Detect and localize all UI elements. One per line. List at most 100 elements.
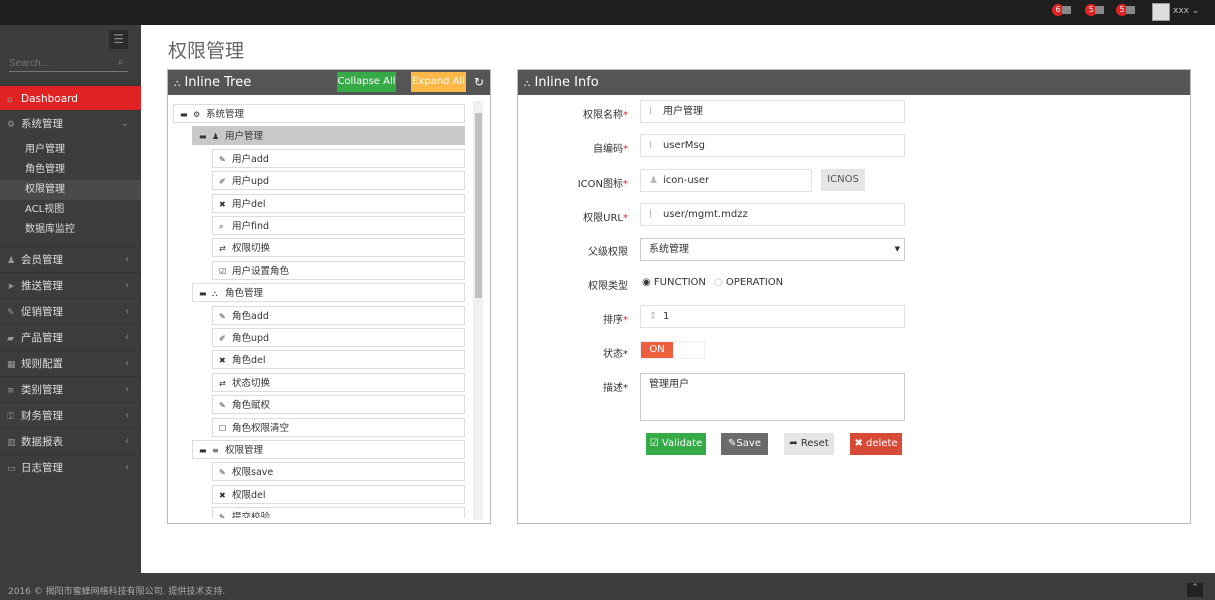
tree-node-label: 角色add	[232, 310, 269, 322]
status-toggle[interactable]: ON	[640, 341, 705, 359]
collapse-all-button[interactable]: Collapse All	[337, 72, 396, 92]
tree-scrollbar[interactable]	[473, 101, 483, 520]
sidebar-item[interactable]: ▥ 数据报表 ‹	[0, 428, 141, 454]
collapse-toggle-icon[interactable]: ▬	[199, 132, 207, 142]
tree-node[interactable]: ▬ ⛬ 角色管理	[192, 283, 465, 303]
pencil-icon: ✎	[219, 311, 226, 321]
tree-node-label: 权限save	[232, 467, 274, 479]
check-icon: ☑	[649, 438, 659, 449]
pencil-icon: ✎	[219, 468, 226, 478]
expand-all-button[interactable]: Expand All	[411, 72, 466, 92]
table-icon: ▦	[7, 360, 16, 370]
user-menu[interactable]: xxx ⌄	[1173, 6, 1200, 16]
scroll-to-top-button[interactable]: ⌃	[1187, 583, 1203, 597]
tree-node[interactable]: ✐ 用户upd	[212, 171, 465, 191]
times-icon: ✖	[219, 356, 226, 366]
home-icon: ⌂	[7, 95, 13, 105]
search-input[interactable]	[9, 55, 128, 72]
warning-icon[interactable]	[1062, 6, 1071, 14]
icon-field[interactable]: ♟ icon-user	[640, 169, 812, 192]
chevron-left-icon: ‹	[125, 410, 129, 421]
tasks-icon[interactable]	[1126, 6, 1135, 14]
sidebar-item[interactable]: ⚙ 系统管理 ⌄	[0, 110, 141, 136]
chevron-left-icon: ‹	[125, 462, 129, 473]
tree-node[interactable]: ▬ ♟ 用户管理	[192, 126, 465, 146]
tree-node-label: 权限切换	[232, 243, 271, 255]
sidebar-item[interactable]: ⌂ Dashboard	[0, 85, 141, 111]
tree-node[interactable]: ✎ 角色赋权	[212, 395, 465, 415]
order-label: 排序*	[603, 315, 628, 326]
tree-node[interactable]: ⇄ 状态切换	[212, 372, 465, 392]
cogs-icon: ⚙	[193, 110, 201, 119]
order-spinner[interactable]: ⇕ 1	[640, 305, 905, 328]
delete-button[interactable]: ✖ delete	[850, 433, 902, 455]
type-radio-operation[interactable]: ○ OPERATION	[714, 277, 784, 288]
tree-node[interactable]: ⇄ 权限切换	[212, 238, 465, 258]
sitemap-icon: ⛬	[212, 289, 218, 299]
tree-node[interactable]: ✖ 用户del	[212, 193, 465, 213]
refresh-icon[interactable]: ↻	[474, 75, 485, 89]
radio-unchecked-icon: ○	[714, 277, 723, 288]
sort-icon: ⇕	[649, 311, 658, 322]
sidebar-item[interactable]: ▦ 规则配置 ‹	[0, 350, 141, 376]
sidebar-subitem[interactable]: 权限管理	[0, 180, 141, 200]
collapse-toggle-icon[interactable]: ▬	[199, 446, 207, 455]
tree-node[interactable]: ⌕ 用户find	[212, 216, 465, 235]
tree-node[interactable]: ✎ 用户add	[212, 148, 465, 168]
sidebar-subitem[interactable]: 角色管理	[25, 164, 65, 175]
reset-button[interactable]: ➦ Reset	[784, 433, 834, 455]
sidebar-item[interactable]: ✎ 促销管理 ‹	[0, 298, 141, 324]
tree-node[interactable]: ✎ 角色add	[212, 305, 465, 325]
sidebar-item[interactable]: ➤ 推送管理 ‹	[0, 272, 141, 298]
times-icon: ✖	[219, 490, 226, 500]
sidebar-item-label: 日志管理	[21, 462, 63, 474]
dropdown-arrow-icon: ▼	[894, 245, 900, 253]
sidebar-toggle-button[interactable]: ☰	[109, 30, 128, 49]
tree-node[interactable]: ▬ ≡ 权限管理	[192, 440, 465, 459]
tree-node[interactable]: ▬ ⚙ 系统管理	[173, 104, 465, 123]
sidebar-item[interactable]: ▰ 产品管理 ‹	[0, 324, 141, 350]
search-icon[interactable]: ⌕	[118, 57, 124, 68]
collapse-toggle-icon[interactable]: ▬	[180, 110, 188, 119]
name-field[interactable]: I 用户管理	[640, 100, 905, 123]
collapse-toggle-icon[interactable]: ▬	[199, 289, 207, 299]
user-icon: ♟	[212, 132, 220, 142]
tasks-badge[interactable]: 5	[1116, 4, 1128, 16]
sidebar-subitem[interactable]: ACL视图	[25, 204, 65, 215]
sitemap-icon: ⛬	[174, 79, 181, 89]
sidebar-subitem[interactable]: 数据库监控	[25, 224, 75, 235]
chevron-left-icon: ‹	[125, 436, 129, 447]
icons-button[interactable]: ICNOS	[821, 169, 865, 191]
desc-textarea[interactable]: 管理用户	[640, 373, 905, 421]
tree-node[interactable]: ✎ 权限save	[212, 462, 465, 482]
type-radio-function[interactable]: ◉ FUNCTION	[642, 277, 706, 288]
inbox-badge[interactable]: 5	[1085, 4, 1097, 16]
avatar[interactable]	[1152, 3, 1170, 21]
tree-node[interactable]: ✐ 角色upd	[212, 328, 465, 347]
sidebar-subitem[interactable]: 用户管理	[25, 144, 65, 155]
list-icon: ≡	[7, 386, 15, 396]
sidebar-item[interactable]: ≡ 类别管理 ‹	[0, 376, 141, 402]
tree-node[interactable]: ☐ 角色权限清空	[212, 417, 465, 437]
scrollbar-thumb[interactable]	[475, 113, 482, 298]
tree-node[interactable]: ✎ 提交校验	[212, 507, 465, 518]
sidebar-item[interactable]: ♟ 会员管理 ‹	[0, 246, 141, 272]
sidebar-item[interactable]: ⚿ 财务管理 ‹	[0, 402, 141, 428]
pencil-icon: ✎	[219, 401, 226, 411]
type-label: 权限类型	[588, 281, 628, 292]
tree-node-label: 角色权限清空	[232, 422, 290, 434]
check-square-icon: ☑	[219, 266, 227, 276]
envelope-icon[interactable]	[1095, 6, 1104, 14]
parent-select[interactable]: 系统管理 ▼	[640, 238, 905, 261]
tree-node[interactable]: ☑ 用户设置角色	[212, 260, 465, 280]
tree-node[interactable]: ✖ 角色del	[212, 350, 465, 370]
notification-badge[interactable]: 6	[1052, 4, 1064, 16]
save-button[interactable]: ✎Save	[721, 433, 768, 455]
tree-node[interactable]: ✖ 权限del	[212, 484, 465, 504]
validate-button[interactable]: ☑ Validate	[646, 433, 706, 455]
pencil-icon: ✎	[728, 438, 737, 449]
cogs-icon: ⚙	[7, 120, 16, 130]
sidebar-item[interactable]: ▭ 日志管理 ‹	[0, 454, 141, 480]
